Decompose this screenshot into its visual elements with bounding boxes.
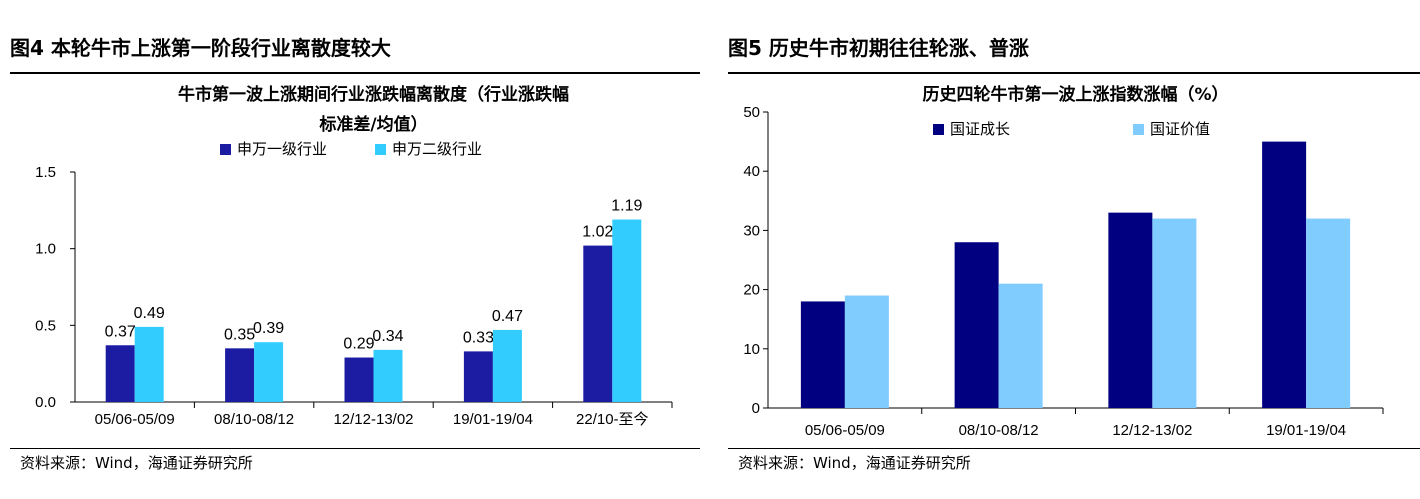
legend-label: 申万二级行业: [392, 140, 482, 158]
legend-label: 国证价值: [1150, 120, 1210, 138]
legend-swatch: [1133, 124, 1144, 135]
footer-rule: [728, 448, 1420, 449]
bar: [105, 345, 135, 402]
figure-header: 图4 本轮牛市上涨第一阶段行业离散度较大: [10, 36, 391, 60]
data-label: 1.19: [611, 198, 642, 215]
bar: [800, 301, 845, 408]
data-label: 0.34: [372, 328, 403, 345]
x-tick-label: 08/10-08/12: [959, 422, 1039, 439]
source-note: 资料来源：Wind，海通证券研究所: [20, 454, 253, 472]
chart-right: 历史四轮牛市第一波上涨指数涨幅（%） 国证成长 国证价值 0 10 20 30 40 50 05/…: [743, 84, 1384, 439]
data-label: 0.33: [463, 329, 494, 346]
y-tick-label: 1.0: [35, 241, 56, 258]
bar: [225, 348, 255, 402]
legend-label: 国证成长: [950, 120, 1010, 138]
chart-title: 牛市第一波上涨期间行业涨跌幅离散度（行业涨跌幅: [178, 84, 569, 105]
y-tick-label: 10: [743, 341, 760, 358]
x-tick-label: 08/10-08/12: [214, 411, 294, 428]
data-label: 0.47: [492, 308, 523, 325]
y-tick-label: 20: [743, 282, 760, 299]
legend-label: 申万一级行业: [237, 140, 327, 158]
figure-header: 图5 历史牛市初期往往轮涨、普涨: [728, 36, 1029, 60]
data-label: 0.39: [253, 320, 284, 337]
x-tick-label: 22/10-至今: [576, 411, 649, 428]
bar: [373, 349, 403, 402]
y-tick-label: 0.0: [35, 394, 56, 411]
bar: [492, 329, 522, 402]
y-tick-label: 1.5: [35, 164, 56, 181]
bar: [844, 295, 889, 408]
header-rule: [10, 72, 700, 74]
chart-title: 历史四轮牛市第一波上涨指数涨幅（%）: [922, 84, 1228, 105]
bar: [954, 242, 999, 408]
y-tick-label: 0: [752, 400, 760, 417]
footer-rule: [10, 448, 700, 449]
y-tick-label: 40: [743, 163, 760, 180]
bar: [134, 326, 164, 402]
legend-swatch: [375, 144, 386, 155]
data-label: 0.35: [224, 326, 255, 343]
bar: [998, 283, 1043, 408]
bar: [583, 245, 613, 402]
chart-title: 标准差/均值）: [319, 114, 427, 135]
bar: [344, 357, 374, 402]
bar: [1306, 218, 1351, 408]
data-label: 0.29: [343, 336, 374, 353]
bar: [1152, 218, 1197, 408]
x-tick-label: 12/12-13/02: [333, 411, 413, 428]
x-tick-label: 19/01-19/04: [453, 411, 533, 428]
source-note: 资料来源：Wind，海通证券研究所: [738, 454, 971, 472]
x-tick-label: 05/06-05/09: [95, 411, 175, 428]
legend-swatch: [220, 144, 231, 155]
x-tick-label: 05/06-05/09: [805, 422, 885, 439]
y-tick-label: 30: [743, 222, 760, 239]
bar: [1262, 141, 1307, 408]
data-label: 1.02: [582, 224, 613, 241]
bar: [463, 351, 493, 402]
x-tick-label: 12/12-13/02: [1112, 422, 1192, 439]
y-tick-label: 50: [743, 104, 760, 121]
legend-swatch: [933, 124, 944, 135]
bar: [612, 219, 642, 402]
data-label: 0.49: [134, 305, 165, 322]
y-tick-label: 0.5: [35, 317, 56, 334]
x-tick-label: 19/01-19/04: [1266, 422, 1346, 439]
figure-panel-right: 图5 历史牛市初期往往轮涨、普涨 历史四轮牛市第一波上涨指数涨幅（%） 国证成长 国…: [718, 0, 1420, 499]
bar: [1108, 212, 1153, 408]
data-label: 0.37: [105, 323, 136, 340]
header-rule: [728, 72, 1420, 74]
figure-panel-left: 图4 本轮牛市上涨第一阶段行业离散度较大 牛市第一波上涨期间行业涨跌幅离散度（行…: [0, 0, 700, 499]
bar: [254, 342, 284, 402]
